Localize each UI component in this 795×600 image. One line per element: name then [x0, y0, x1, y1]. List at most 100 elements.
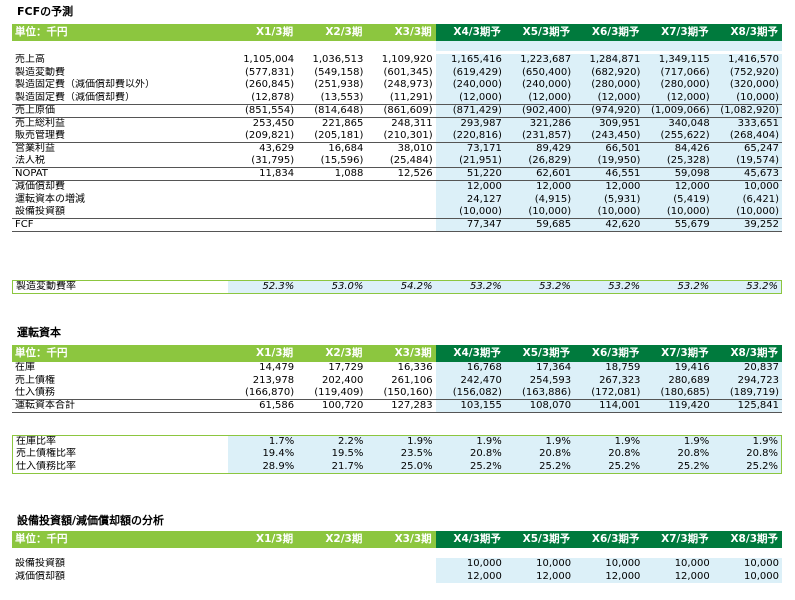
fcf-body: 売上高 1,105,004 1,036,513 1,109,920 1,165,416 1… [12, 54, 782, 233]
value-cell [227, 218, 298, 233]
value-cell: 11,834 [227, 167, 298, 182]
value-cell: 213,978 [252, 374, 295, 386]
value-cell: (251,938) [314, 79, 364, 91]
value-cell: (243,450) [574, 129, 644, 143]
value-cell: (4,915) [504, 193, 575, 206]
rate-cell: 53.2% [573, 280, 644, 294]
value-cell: (220,816) [435, 129, 505, 143]
fcf-row: 設備投資額 (10,000) (10,000) (10,000) (10,000) (10… [12, 205, 782, 220]
value-cell: (25,328) [643, 155, 713, 168]
row-label: 運転資本の増減 [15, 193, 85, 205]
value-cell: 1,088 [297, 167, 367, 182]
value-cell: (10,000) [574, 205, 644, 220]
fcf-col-header: X3/3期 [366, 24, 436, 41]
value-cell: 65,247 [712, 142, 782, 156]
row-label: 減価償却額 [15, 570, 65, 582]
value-cell: 16,768 [435, 362, 505, 375]
value-cell: 77,347 [435, 218, 505, 233]
value-cell: 25.0% [366, 460, 436, 474]
rate-cell: 54.2% [366, 280, 436, 294]
value-cell: 19.5% [297, 448, 367, 461]
value-cell: (12,000) [435, 91, 505, 105]
value-cell: (814,648) [297, 103, 367, 118]
value-cell: 293,987 [435, 116, 505, 130]
value-cell: (12,000) [504, 91, 575, 105]
value-cell: 59,098 [643, 167, 713, 182]
value-cell: 39,252 [712, 218, 782, 233]
value-cell: (248,973) [383, 79, 433, 91]
fcf-unit-label: 単位：千円 [12, 24, 228, 41]
value-cell: 25.2% [712, 460, 783, 474]
value-cell [297, 571, 366, 584]
fcf-header-row: 単位：千円 X1/3期 X2/3期 X3/3期 X4/3期予 X5/3期予 X6… [12, 24, 782, 41]
value-cell: (902,400) [504, 103, 575, 118]
value-cell: 1,109,920 [381, 54, 433, 66]
value-cell [297, 218, 367, 233]
capex-col-header: X1/3期 [227, 531, 298, 548]
value-cell: 221,865 [297, 116, 367, 130]
value-cell [366, 193, 435, 206]
value-cell: 1.9% [712, 435, 783, 449]
blank-row [12, 41, 782, 51]
value-cell: 19.4% [228, 448, 298, 461]
value-cell: 2.2% [297, 435, 367, 449]
value-cell: (861,609) [366, 103, 436, 118]
value-cell: 20,837 [712, 362, 782, 375]
value-cell: (10,000) [643, 205, 713, 220]
value-cell [366, 181, 435, 194]
value-cell: (974,920) [574, 103, 644, 118]
value-cell: (549,158) [314, 66, 364, 78]
value-cell: 14,479 [259, 362, 295, 374]
fcf-col-header: X5/3期予 [504, 24, 575, 41]
fcf-row: 売上総利益 253,450 221,865 248,311 293,987 321,286… [12, 116, 782, 130]
value-cell: 261,106 [391, 374, 433, 386]
fcf-rate-table: 製造変動費率 52.3% 53.0% 54.2% 53.2% 53.2% 53.… [12, 280, 783, 294]
value-cell: (210,301) [383, 130, 433, 142]
value-cell: (577,831) [244, 66, 295, 78]
row-label: 法人税 [15, 155, 45, 167]
fcf-row: FCF 77,347 59,685 42,620 55,679 39,252 [12, 218, 782, 233]
fcf-col-header: X6/3期予 [574, 24, 644, 41]
fcf-table: 単位：千円 X1/3期 X2/3期 X3/3期 X4/3期予 X5/3期予 X6… [12, 24, 782, 51]
wc-row: 運転資本合計 61,586 100,720 127,283 103,155 108,070… [12, 399, 782, 414]
wc-col-header: X7/3期予 [643, 345, 713, 362]
value-cell: 20.8% [712, 448, 783, 461]
value-cell: 1,416,570 [712, 54, 782, 67]
value-cell: (180,685) [643, 387, 713, 400]
value-cell: 1.9% [435, 435, 505, 449]
row-label: 在庫 [15, 362, 35, 374]
value-cell: (717,066) [643, 66, 713, 80]
value-cell: 38,010 [366, 142, 436, 156]
value-cell: (166,870) [244, 387, 295, 399]
row-label: 売上債権 [15, 374, 55, 386]
value-cell: 25.2% [504, 460, 574, 474]
value-cell [228, 193, 297, 206]
value-cell: 321,286 [504, 116, 575, 130]
value-cell: 46,551 [574, 167, 644, 182]
value-cell: 51,220 [435, 167, 505, 182]
value-cell: (231,857) [504, 129, 575, 143]
fcf-row: 売上原価 (851,554) (814,648) (861,609) (871,429)… [12, 103, 782, 118]
value-cell: (5,931) [574, 193, 644, 206]
value-cell: (11,291) [389, 91, 433, 103]
value-cell: (10,000) [712, 205, 782, 220]
value-cell: (6,421) [712, 193, 782, 206]
value-cell: 267,323 [574, 374, 644, 388]
row-label: 売上債権比率 [12, 448, 229, 461]
rate-label: 製造変動費率 [12, 280, 229, 294]
wc-row: 仕入債務 (166,870) (119,409) (150,160) (156,082)… [12, 387, 782, 400]
value-cell: 127,283 [366, 399, 436, 414]
value-cell: (15,596) [320, 155, 364, 167]
value-cell: 20.8% [643, 448, 713, 461]
fcf-row: 製造変動費 (577,831) (549,158) (601,345) (619,429… [12, 66, 782, 80]
value-cell: 1,284,871 [574, 54, 644, 67]
rate-cell: 53.0% [297, 280, 367, 294]
fcf-row: 売上高 1,105,004 1,036,513 1,109,920 1,165,416 1… [12, 54, 782, 67]
fcf-row: 運転資本の増減 24,127 (4,915) (5,931) (5,419) (6,421… [12, 193, 782, 206]
value-cell: 12,526 [366, 167, 436, 182]
value-cell: 1,165,416 [435, 54, 505, 67]
value-cell: 19,416 [643, 362, 713, 375]
value-cell: 12,000 [435, 570, 505, 584]
value-cell: (156,082) [435, 387, 505, 400]
value-cell: 1.7% [228, 435, 298, 449]
